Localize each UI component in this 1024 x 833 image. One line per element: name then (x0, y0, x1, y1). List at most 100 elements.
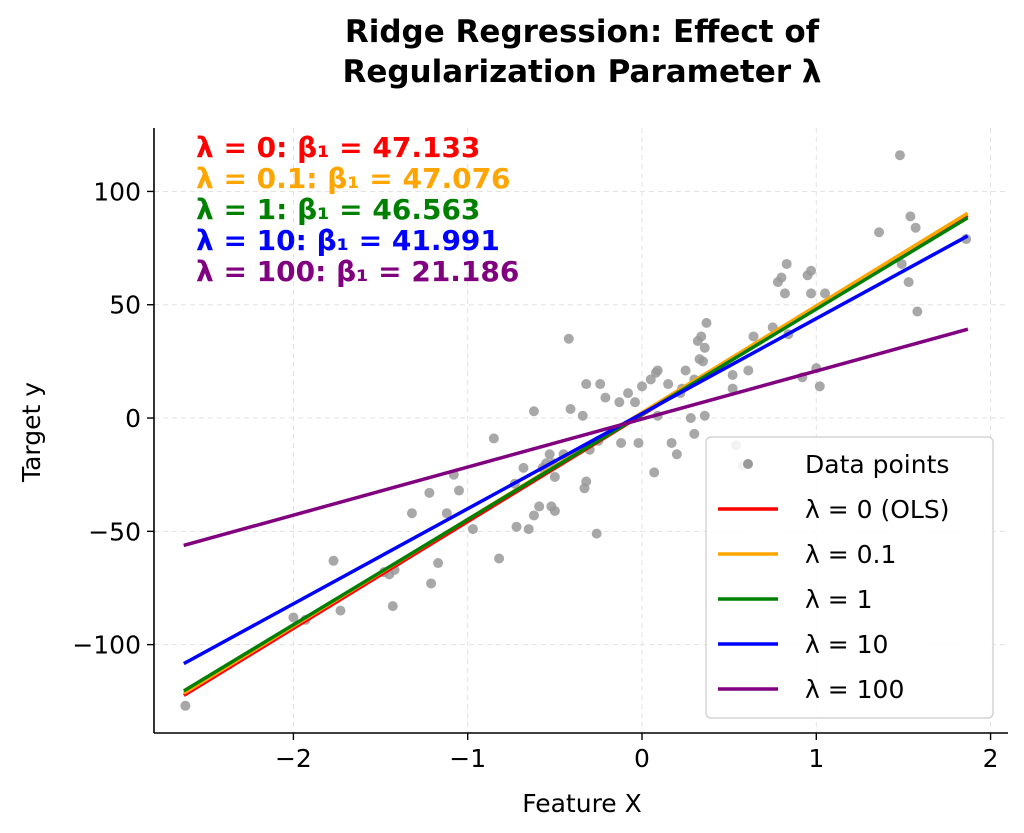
chart-title-line-2: Regularization Parameter λ (342, 54, 821, 90)
data-point (698, 356, 708, 367)
data-point (652, 365, 663, 376)
data-point (528, 406, 539, 417)
data-point (387, 601, 398, 612)
y-tick-label: −100 (72, 631, 141, 660)
data-point (903, 277, 914, 288)
x-tick-label: 0 (634, 744, 650, 773)
data-point (600, 392, 611, 403)
data-point (623, 388, 634, 399)
legend-label: λ = 100 (805, 675, 904, 704)
legend-marker-points (743, 459, 753, 469)
data-point (494, 553, 505, 564)
data-point (544, 449, 555, 460)
data-point (549, 505, 560, 516)
y-tick-label: 50 (109, 291, 141, 320)
data-point (518, 462, 529, 473)
data-point (328, 555, 339, 566)
data-point (591, 528, 602, 539)
data-point (699, 410, 710, 421)
data-point (549, 471, 560, 482)
data-point (563, 333, 574, 344)
y-axis-label: Target y (17, 382, 46, 483)
data-point (645, 374, 656, 385)
data-point (663, 379, 674, 390)
data-point (685, 413, 696, 424)
data-point (441, 508, 452, 519)
data-point (727, 383, 738, 394)
data-point (905, 211, 916, 222)
data-point (433, 558, 444, 569)
beta-annotation: λ = 100: β₁ = 21.186 (196, 255, 519, 288)
data-point (581, 476, 592, 487)
data-point (776, 272, 787, 283)
beta-annotation: λ = 0.1: β₁ = 47.076 (196, 162, 511, 195)
y-tick-label: −50 (88, 517, 141, 546)
x-tick-label: −2 (275, 744, 312, 773)
data-point (426, 578, 437, 589)
data-point (335, 605, 346, 616)
data-point (424, 487, 435, 498)
data-point (806, 265, 817, 276)
series-line (182, 216, 969, 693)
data-point (577, 410, 588, 421)
chart-title-line-1: Ridge Regression: Effect of (345, 14, 820, 50)
data-points (180, 150, 972, 711)
series-line (183, 327, 969, 548)
data-point (696, 331, 707, 342)
x-tick-label: 2 (983, 744, 999, 773)
data-point (614, 397, 625, 408)
data-point (649, 467, 660, 478)
data-point (689, 428, 700, 439)
data-point (534, 501, 545, 512)
y-tick-label: 0 (125, 404, 141, 433)
legend-label: λ = 0.1 (805, 540, 896, 569)
data-point (180, 700, 191, 711)
data-point (666, 437, 677, 448)
data-point (874, 227, 885, 238)
data-point (910, 222, 921, 233)
data-point (288, 612, 299, 623)
data-point (528, 510, 539, 521)
x-axis-label: Feature X (522, 789, 642, 818)
data-point (467, 524, 478, 535)
data-point (748, 331, 759, 342)
legend-label: Data points (805, 450, 949, 479)
data-point (595, 379, 606, 390)
data-point (637, 381, 647, 392)
beta-annotation: λ = 1: β₁ = 46.563 (196, 193, 480, 226)
legend-label: λ = 0 (OLS) (805, 495, 949, 524)
x-tick-label: −1 (449, 744, 486, 773)
data-point (488, 433, 499, 444)
series-line (182, 234, 969, 666)
data-point (630, 397, 641, 408)
data-point (454, 485, 464, 496)
data-point (820, 288, 830, 299)
data-point (781, 258, 792, 269)
data-point (511, 521, 522, 532)
x-tick-label: 1 (808, 744, 824, 773)
beta-annotation: λ = 0: β₁ = 47.133 (196, 131, 480, 164)
legend-label: λ = 10 (805, 630, 888, 659)
axes: −2 −1 0 1 2 −100 −50 0 50 100 (72, 128, 1008, 773)
data-point (406, 508, 417, 519)
data-point (581, 379, 592, 390)
data-point (699, 342, 710, 353)
data-point (894, 150, 905, 161)
fit-lines (182, 211, 969, 697)
data-point (743, 365, 754, 376)
data-point (616, 437, 627, 448)
beta-annotation: λ = 10: β₁ = 41.991 (196, 224, 500, 257)
data-point (523, 524, 534, 535)
data-point (806, 288, 817, 299)
data-point (896, 258, 907, 269)
data-point (779, 288, 790, 299)
data-point (671, 449, 682, 460)
data-point (727, 369, 738, 380)
legend: Data points λ = 0 (OLS) λ = 0.1 λ = 1 λ = 10… (705, 436, 994, 719)
data-point (633, 437, 644, 448)
data-point (912, 306, 923, 317)
y-tick-label: 100 (93, 177, 141, 206)
legend-label: λ = 1 (805, 585, 873, 614)
